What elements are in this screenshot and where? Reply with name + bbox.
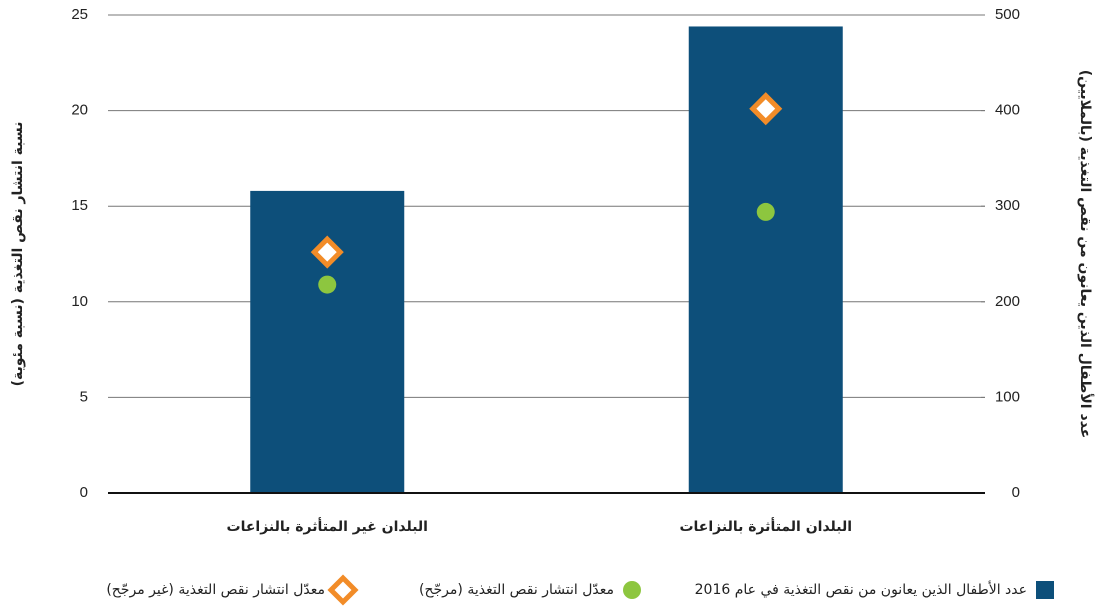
y2-tick-label: 300 [995, 197, 1020, 214]
legend-swatch [327, 574, 359, 606]
y-tick-label: 10 [71, 293, 88, 310]
legend-label: معدّل انتشار نقص التغذية (مرجّح) [419, 582, 614, 598]
y2-tick-label: 0 [1012, 484, 1020, 501]
legend-label: معدّل انتشار نقص التغذية (غير مرجّح) [106, 582, 325, 598]
x-tick-label: البلدان غير المتأثرة بالنزاعات [227, 517, 428, 535]
x-tick-label: البلدان المتأثرة بالنزاعات [679, 517, 852, 535]
y2-tick-label: 500 [995, 6, 1020, 23]
point [749, 92, 783, 126]
y-axis-title: نسبة انتشار نقص التغذية (نسبة مئوية) [10, 122, 26, 387]
y-tick-label: 5 [80, 388, 88, 405]
y-tick-label: 15 [71, 197, 88, 214]
point [310, 235, 344, 269]
point [756, 202, 775, 221]
legend-swatch [623, 581, 641, 599]
y2-tick-label: 400 [995, 102, 1020, 119]
point [318, 275, 337, 294]
y-tick-label: 0 [80, 484, 88, 501]
y2-tick-label: 200 [995, 293, 1020, 310]
y2-tick-label: 100 [995, 388, 1020, 405]
legend-label: عدد الأطفال الذين يعانون من نقص التغذية … [695, 580, 1027, 598]
y-tick-label: 25 [71, 6, 88, 23]
y2-axis-title: عدد الأطفال الذين يعانون من نقص التغذية … [1077, 70, 1094, 439]
legend-swatch [1036, 581, 1054, 599]
y-tick-label: 20 [71, 102, 88, 119]
